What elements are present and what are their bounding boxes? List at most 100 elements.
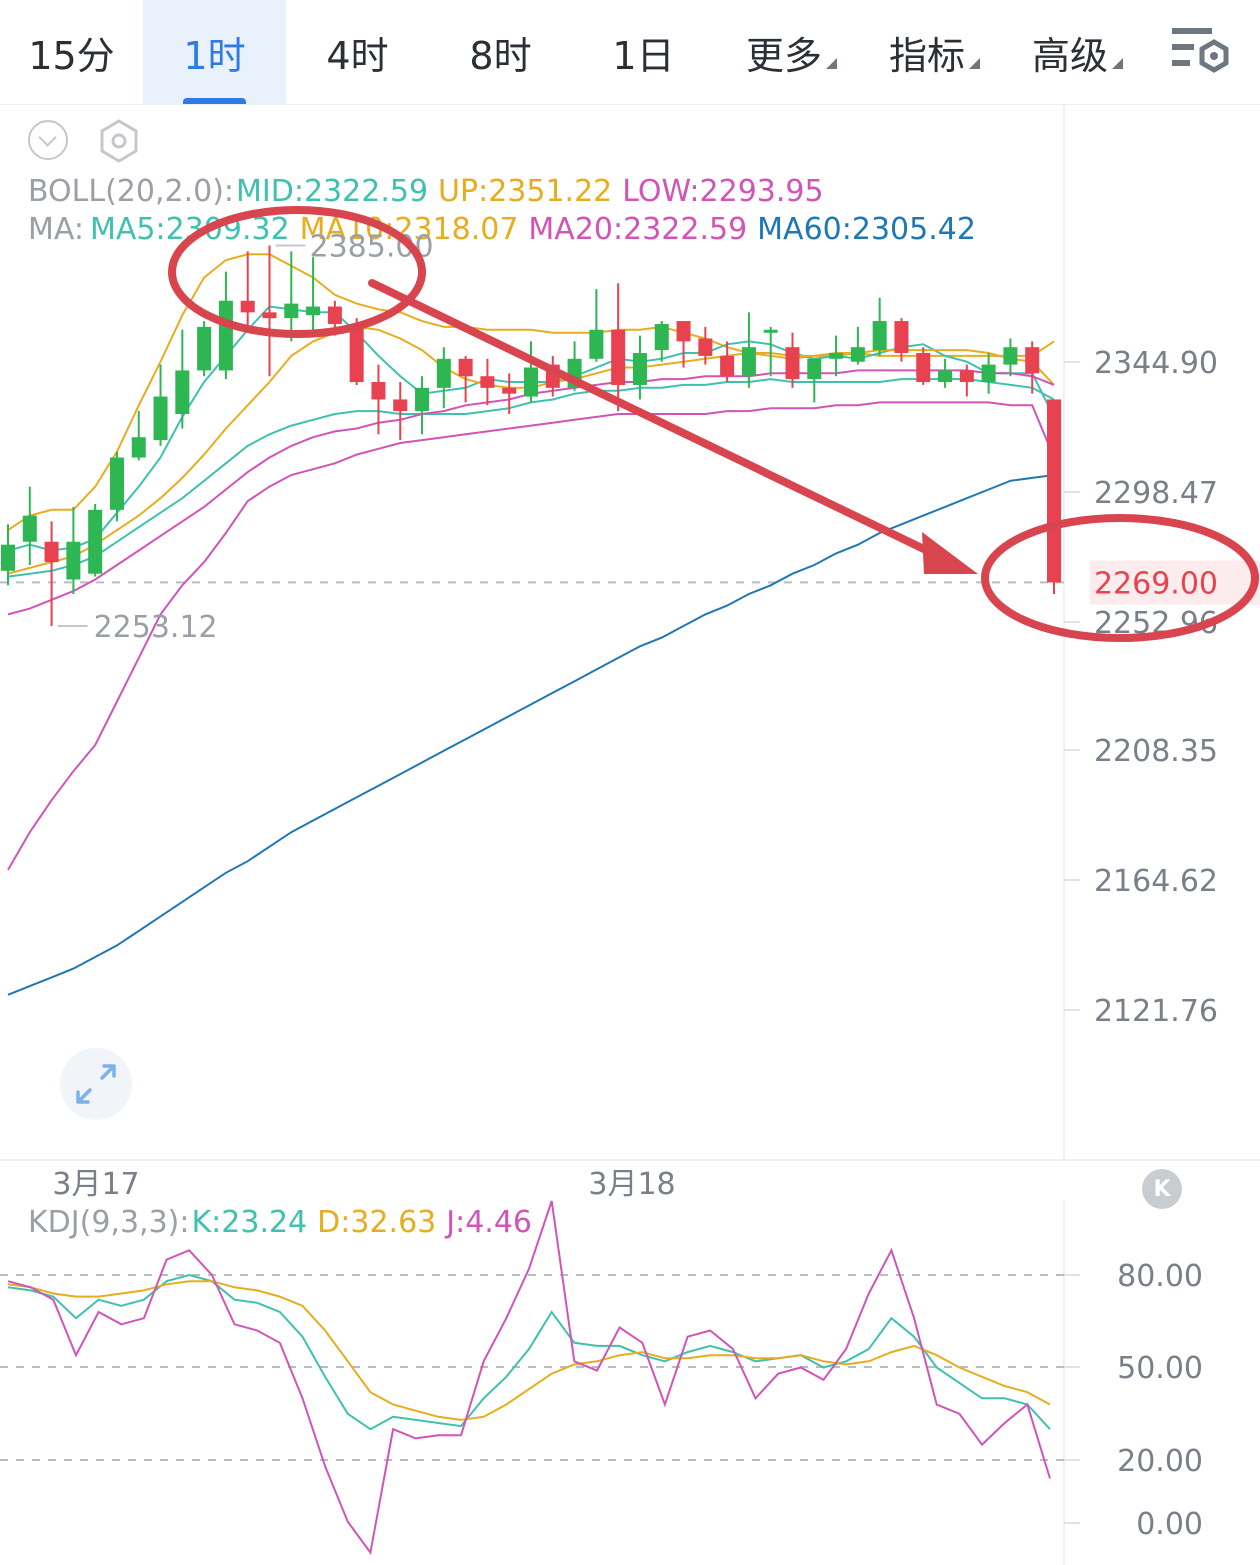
candle-body xyxy=(22,515,37,542)
kdj-legend-name: KDJ(9,3,3): xyxy=(28,1205,190,1240)
candle-body xyxy=(284,303,299,319)
candle-body xyxy=(829,352,844,359)
candle-body xyxy=(1003,347,1018,365)
candle-body xyxy=(807,358,822,380)
candle-body xyxy=(262,312,277,319)
date-label: 3月17 xyxy=(52,1167,139,1200)
candle-body xyxy=(959,370,974,383)
candle-body xyxy=(44,541,59,563)
tab-8h[interactable]: 8时 xyxy=(429,0,572,104)
kdj-tick-label: 0.00 xyxy=(1136,1507,1203,1542)
series-low-line xyxy=(7,401,1055,871)
candle-body xyxy=(218,300,233,371)
annotation-circle-bottom xyxy=(981,514,1259,642)
ma20-value: MA20:2322.59 xyxy=(528,212,748,247)
last-price-label: 2269.00 xyxy=(1094,566,1218,601)
candle-body xyxy=(436,358,451,388)
kdj-tick-label: 20.00 xyxy=(1117,1444,1203,1479)
candle-body xyxy=(1,544,15,571)
candle-body xyxy=(785,347,800,380)
candle-body xyxy=(698,338,713,356)
candle-body xyxy=(676,321,691,342)
tab-1h[interactable]: 1时 xyxy=(143,0,286,104)
boll-low-value: LOW:2293.95 xyxy=(622,174,824,209)
candle-body xyxy=(589,329,604,359)
kdj-d-line xyxy=(7,1280,1051,1421)
tab-advanced[interactable]: 高级 xyxy=(1006,0,1149,104)
candle-body xyxy=(327,306,342,324)
ma-legend-name: MA: xyxy=(28,212,84,247)
candle-body xyxy=(458,358,473,377)
chart-settings-icon[interactable] xyxy=(1170,24,1230,78)
kdj-j-value: J:4.46 xyxy=(446,1205,533,1240)
annotation-arrow-head xyxy=(922,532,978,574)
candle-body xyxy=(524,367,538,397)
tab-label: 1时 xyxy=(183,33,246,78)
annotation-arrow-shaft xyxy=(368,279,934,556)
candle-body xyxy=(632,352,647,385)
last-price-box xyxy=(1090,560,1260,605)
ma60-value: MA60:2305.42 xyxy=(757,212,976,247)
candle-body xyxy=(850,347,865,362)
tab-label: 高级 xyxy=(1031,33,1108,78)
dropdown-triangle-icon xyxy=(826,57,837,69)
indicator-settings-icon[interactable] xyxy=(96,118,142,164)
candle-body xyxy=(981,364,996,383)
candle-body xyxy=(480,376,495,388)
kdj-tick-label: 80.00 xyxy=(1117,1259,1203,1294)
tab-15m[interactable]: 15分 xyxy=(0,0,143,104)
candle-body xyxy=(654,323,669,351)
candle-body xyxy=(894,321,909,353)
period-tab-bar: 15分 1时 4时 8时 1日 更多 指标 高级 xyxy=(0,0,1260,105)
candle-body xyxy=(502,387,517,394)
tab-1d[interactable]: 1日 xyxy=(572,0,715,104)
kdj-j-line xyxy=(7,1200,1051,1555)
candle-body xyxy=(131,437,146,458)
series-mid-line xyxy=(7,378,1055,578)
candle-body xyxy=(66,541,81,580)
candle-body xyxy=(175,370,190,414)
collapse-chevron-icon[interactable] xyxy=(28,120,68,160)
kdj-d-value: D:32.63 xyxy=(317,1205,437,1240)
annotation-circle-top xyxy=(168,206,426,338)
expand-arrows-icon xyxy=(76,1064,116,1104)
tab-4h[interactable]: 4时 xyxy=(286,0,429,104)
boll-up-value: UP:2351.22 xyxy=(438,174,613,209)
candle-body xyxy=(741,347,756,377)
candle-body xyxy=(1047,399,1061,583)
kdj-tick-label: 50.00 xyxy=(1117,1351,1203,1386)
fullscreen-button[interactable] xyxy=(60,1048,132,1120)
date-label: 3月18 xyxy=(588,1167,675,1200)
y-tick-label: 2121.76 xyxy=(1094,994,1218,1029)
candle-body xyxy=(720,355,735,377)
kdj-chart[interactable]: 80.00 50.00 20.00 0.00 xyxy=(0,1200,1260,1565)
boll-mid-value: MID:2322.59 xyxy=(236,174,429,209)
candle-body xyxy=(306,306,321,316)
candle-body xyxy=(938,370,953,383)
tab-more[interactable]: 更多 xyxy=(720,0,863,104)
candlestick-chart[interactable]: 2344.902298.472252.962208.352164.622121.… xyxy=(0,0,1260,1200)
series-ma60-line xyxy=(7,474,1055,996)
tab-label: 指标 xyxy=(888,33,965,78)
boll-legend-name: BOLL(20,2.0): xyxy=(28,174,235,209)
tab-label: 1日 xyxy=(612,33,675,78)
y-tick-label: 2164.62 xyxy=(1094,864,1218,899)
candle-body xyxy=(240,300,255,313)
candle-body xyxy=(872,321,887,351)
tab-label: 8时 xyxy=(469,33,532,78)
tab-label: 4时 xyxy=(326,33,389,78)
tab-label: 15分 xyxy=(28,33,115,78)
candle-body xyxy=(349,323,364,383)
k-logo-icon[interactable]: K xyxy=(1142,1169,1182,1209)
dropdown-triangle-icon xyxy=(1112,57,1123,69)
candle-body xyxy=(197,326,212,371)
tab-indicators[interactable]: 指标 xyxy=(863,0,1006,104)
boll-legend: BOLL(20,2.0):MID:2322.59 UP:2351.22 LOW:22… xyxy=(28,174,834,209)
kdj-legend: KDJ(9,3,3):K:23.24 D:32.63 J:4.46 xyxy=(28,1205,542,1240)
candle-body xyxy=(415,387,430,412)
candle-body xyxy=(153,396,168,441)
kdj-k-line xyxy=(7,1273,1051,1431)
kdj-k-value: K:23.24 xyxy=(191,1205,308,1240)
candle-body xyxy=(109,457,124,510)
y-tick-label: 2298.47 xyxy=(1094,476,1218,511)
